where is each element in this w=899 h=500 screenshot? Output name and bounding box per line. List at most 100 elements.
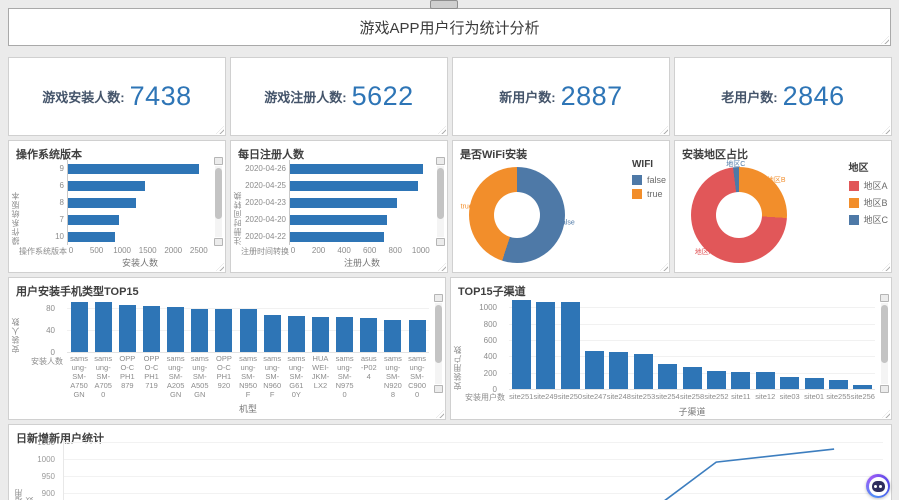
bar[interactable] (336, 317, 354, 352)
bar[interactable] (755, 372, 775, 389)
legend-item[interactable]: 地区C (848, 213, 889, 226)
resize-grip[interactable] (438, 263, 446, 271)
bar[interactable] (263, 315, 281, 352)
resize-grip[interactable] (438, 126, 446, 134)
bar[interactable] (290, 163, 424, 174)
bar-track (67, 228, 209, 245)
bar-row: 2020-04-26 (237, 160, 431, 177)
bar[interactable] (560, 302, 580, 389)
bar[interactable] (70, 302, 88, 352)
scroll-track[interactable] (435, 303, 442, 384)
bar[interactable] (633, 354, 653, 389)
scroll-thumb[interactable] (437, 168, 444, 220)
bar[interactable] (68, 214, 119, 225)
donut-chart[interactable]: false true (461, 167, 575, 263)
bar[interactable] (360, 318, 378, 352)
category-label: site252 (704, 392, 729, 401)
resize-grip[interactable] (660, 126, 668, 134)
category-label: site253 (631, 392, 656, 401)
legend-item[interactable]: 地区A (848, 179, 889, 192)
bar[interactable] (68, 197, 136, 208)
resize-grip[interactable] (436, 410, 444, 418)
scroll-up-button[interactable] (214, 157, 223, 165)
resize-grip[interactable] (882, 410, 890, 418)
scroll-thumb[interactable] (435, 305, 442, 364)
legend-item[interactable]: false (631, 175, 666, 185)
bar[interactable] (94, 302, 112, 352)
bar[interactable] (658, 364, 678, 389)
scroll-down-button[interactable] (434, 385, 443, 393)
bar[interactable] (780, 377, 800, 389)
scroll-up-button[interactable] (880, 294, 889, 302)
legend-label: 地区C (863, 215, 889, 225)
dashboard-title-box[interactable]: 游戏APP用户行为统计分析 (8, 8, 891, 46)
category-label: 8 (59, 198, 64, 207)
bar[interactable] (290, 231, 384, 242)
scroll-down-button[interactable] (880, 385, 889, 393)
bar[interactable] (68, 231, 115, 242)
bar[interactable] (511, 300, 531, 389)
bar-track (289, 177, 431, 194)
scroll-up-button[interactable] (434, 294, 443, 302)
bar[interactable] (682, 367, 702, 389)
bar[interactable] (408, 320, 426, 352)
bar[interactable] (384, 320, 402, 352)
scroll-track[interactable] (881, 303, 888, 384)
bar[interactable] (828, 380, 848, 389)
drag-handle[interactable] (430, 0, 458, 9)
legend-item[interactable]: true (631, 189, 666, 199)
bar[interactable] (290, 214, 387, 225)
bar[interactable] (167, 307, 185, 352)
bar[interactable] (68, 180, 146, 191)
resize-grip[interactable] (216, 263, 224, 271)
bar[interactable] (731, 372, 751, 389)
bar[interactable] (215, 309, 233, 352)
scroll-track[interactable] (215, 166, 222, 237)
resize-grip[interactable] (882, 126, 890, 134)
legend-label: 地区A (863, 181, 888, 191)
scroll-thumb[interactable] (881, 305, 888, 364)
scrollbar[interactable] (880, 294, 889, 393)
bar[interactable] (609, 352, 629, 389)
legend-title: 地区 (848, 163, 869, 174)
scroll-track[interactable] (437, 166, 444, 237)
gridline (67, 308, 429, 309)
bar[interactable] (142, 306, 160, 352)
gridline (64, 459, 883, 460)
scroll-up-button[interactable] (436, 157, 445, 165)
line-series[interactable] (664, 448, 835, 500)
scrollbar[interactable] (434, 294, 443, 393)
scrollbar[interactable] (436, 157, 445, 246)
legend-item[interactable]: 地区B (848, 196, 889, 209)
bar[interactable] (287, 316, 305, 352)
bar-column (284, 316, 308, 352)
bar[interactable] (290, 197, 398, 208)
bar-plot (509, 296, 875, 390)
bar[interactable] (804, 378, 824, 389)
x-tick: 0 (68, 246, 74, 255)
bar[interactable] (311, 317, 329, 352)
bar[interactable] (239, 309, 257, 352)
bar-column (308, 317, 332, 352)
bar[interactable] (191, 309, 209, 352)
bar[interactable] (68, 163, 199, 174)
kpi-value: 2887 (560, 81, 623, 111)
resize-grip[interactable] (882, 263, 890, 271)
bar[interactable] (290, 180, 418, 191)
chart-card-daily-register: 每日注册人数 注册时间转换 2020-04-26 2020-04-25 2020-0… (230, 140, 448, 273)
bar[interactable] (584, 351, 604, 389)
bar[interactable] (118, 305, 136, 352)
bar[interactable] (706, 371, 726, 389)
bar[interactable] (536, 302, 556, 389)
scroll-down-button[interactable] (214, 238, 223, 246)
bar[interactable] (853, 385, 873, 389)
y-tick: 1050 (37, 438, 55, 447)
scroll-down-button[interactable] (436, 238, 445, 246)
scroll-thumb[interactable] (215, 168, 222, 220)
resize-grip[interactable] (881, 36, 889, 44)
assistant-robot-button[interactable] (866, 474, 890, 498)
resize-grip[interactable] (660, 263, 668, 271)
resize-grip[interactable] (216, 126, 224, 134)
donut-chart[interactable]: 地区B 地区A 地区C (691, 161, 787, 263)
scrollbar[interactable] (214, 157, 223, 246)
